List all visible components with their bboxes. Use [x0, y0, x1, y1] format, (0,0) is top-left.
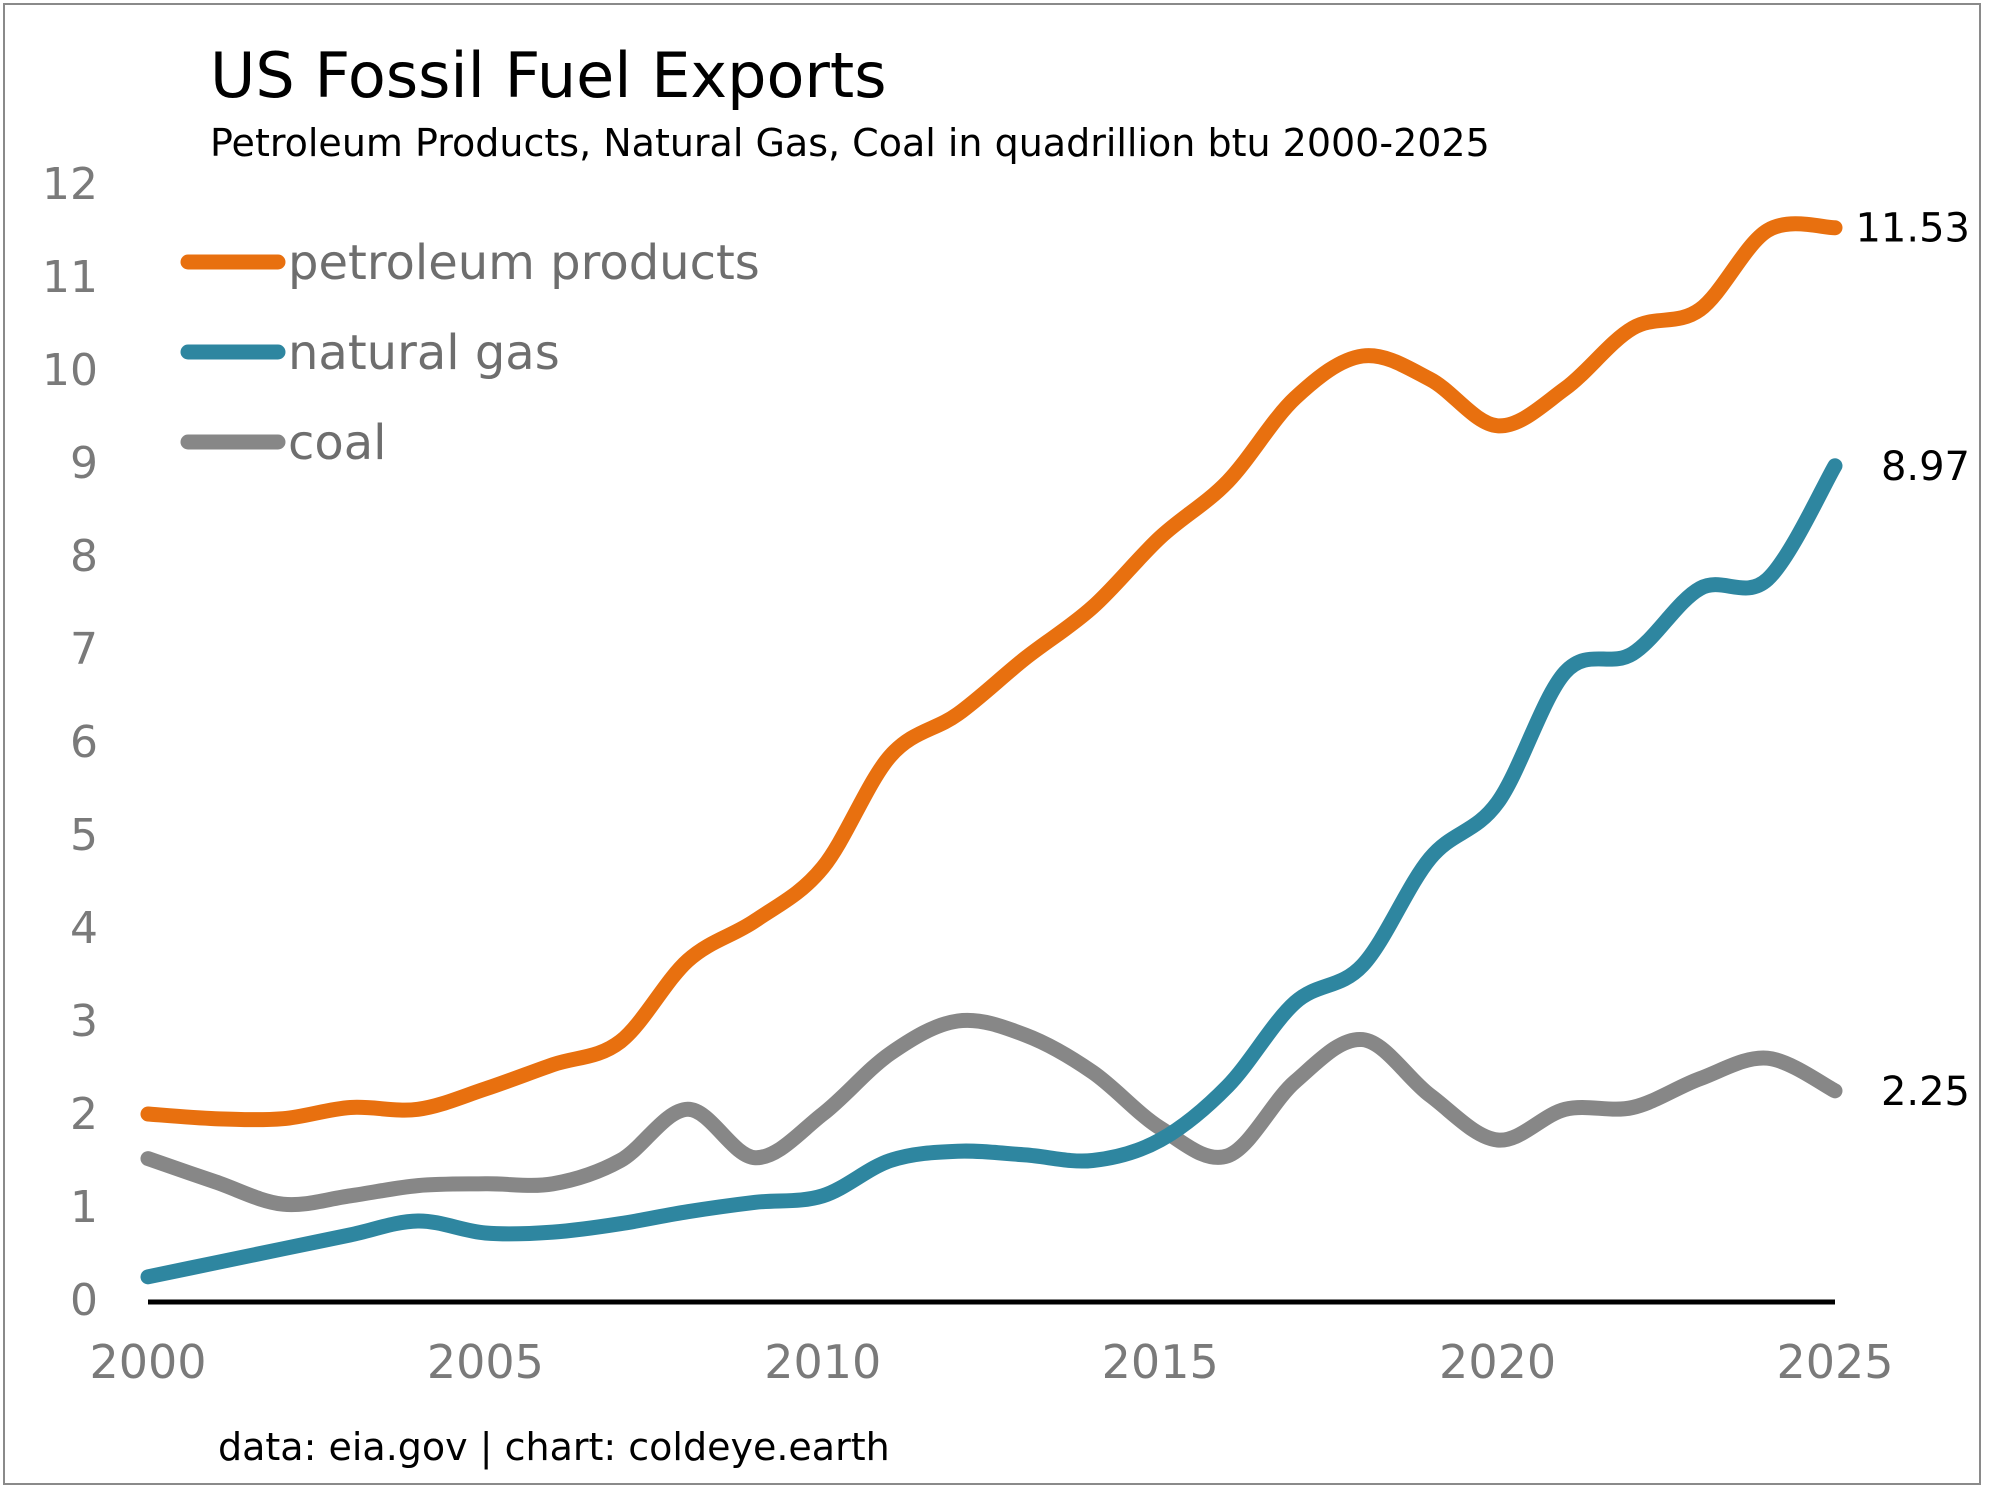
legend-label: natural gas — [288, 325, 560, 381]
y-tick-label: 8 — [70, 531, 98, 582]
y-tick-label: 12 — [42, 159, 98, 210]
y-tick-label: 3 — [70, 996, 98, 1047]
end-value-label: 8.97 — [1881, 444, 1970, 490]
chart-subtitle: Petroleum Products, Natural Gas, Coal in… — [210, 121, 1490, 165]
y-tick-label: 9 — [70, 438, 98, 489]
x-tick-label: 2025 — [1776, 1335, 1893, 1389]
series-line-coal — [140, 1012, 1843, 1213]
end-value-label: 2.25 — [1881, 1069, 1970, 1115]
source-credit: data: eia.gov | chart: coldeye.earth — [218, 1425, 890, 1470]
y-tick-label: 7 — [70, 624, 98, 675]
legend: petroleum products natural gas coal — [180, 235, 760, 471]
end-labels: 11.53 8.97 2.25 — [1855, 206, 1970, 1115]
x-tick-label: 2020 — [1439, 1335, 1556, 1389]
y-tick-label: 1 — [70, 1182, 98, 1233]
x-axis-ticks: 2000 2005 2010 2015 2020 2025 — [89, 1335, 1893, 1389]
y-tick-label: 5 — [70, 810, 98, 861]
end-value-label: 11.53 — [1855, 206, 1970, 252]
y-tick-label: 0 — [70, 1275, 98, 1326]
legend-label: petroleum products — [288, 235, 760, 291]
legend-label: coal — [288, 415, 387, 471]
x-tick-label: 2015 — [1102, 1335, 1219, 1389]
x-tick-label: 2000 — [89, 1335, 206, 1389]
x-tick-label: 2005 — [427, 1335, 544, 1389]
x-tick-label: 2010 — [764, 1335, 881, 1389]
chart-title: US Fossil Fuel Exports — [210, 39, 887, 112]
series-line-natural-gas — [140, 458, 1843, 1285]
y-tick-label: 4 — [70, 903, 98, 954]
y-tick-label: 6 — [70, 717, 98, 768]
y-tick-label: 10 — [42, 345, 98, 396]
series-lines — [140, 216, 1843, 1285]
y-tick-label: 2 — [70, 1089, 98, 1140]
y-tick-label: 11 — [42, 252, 98, 303]
series-line-petroleum-products — [140, 216, 1843, 1128]
